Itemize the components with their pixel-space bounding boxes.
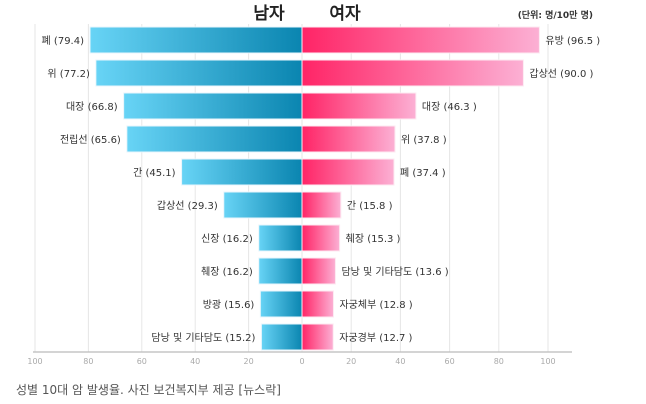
male-bar-label: 방광 (15.6) <box>203 299 255 311</box>
male-bar <box>260 323 303 351</box>
male-bar <box>259 290 303 318</box>
female-bar <box>301 158 395 186</box>
tick-label: 40 <box>190 357 200 366</box>
female-bar <box>301 59 524 87</box>
tick-label: 60 <box>137 357 147 366</box>
male-bar <box>181 158 303 186</box>
female-bar-label: 갑상선 (90.0 ) <box>529 68 593 80</box>
female-bar-label: 췌장 (15.3 ) <box>346 233 401 245</box>
male-bar <box>223 191 303 219</box>
male-bar-label: 갑상선 (29.3) <box>157 200 218 212</box>
male-bar <box>123 92 303 120</box>
female-bar-label: 대장 (46.3 ) <box>422 101 477 113</box>
female-bar-label: 자궁체부 (12.8 ) <box>339 299 412 311</box>
male-bar-label: 위 (77.2) <box>47 67 90 80</box>
male-bar <box>126 125 303 153</box>
female-bar-label: 담낭 및 기타담도 (13.6 ) <box>341 266 448 278</box>
female-bar <box>301 224 341 252</box>
female-bar <box>301 26 540 54</box>
male-bar-label: 간 (45.1) <box>133 167 176 179</box>
male-bar-label: 대장 (66.8) <box>66 101 118 113</box>
female-bar-label: 간 (15.8 ) <box>347 200 393 212</box>
female-bar <box>301 290 334 318</box>
male-bar-label: 췌장 (16.2) <box>201 266 253 278</box>
male-bar <box>95 59 303 87</box>
title-male: 남자 <box>253 4 285 24</box>
tick-label: 100 <box>540 357 555 366</box>
tick-label: 60 <box>445 357 455 366</box>
tick-label: 20 <box>244 357 254 366</box>
male-bar-label: 신장 (16.2) <box>201 233 253 245</box>
tick-label: 20 <box>346 357 356 366</box>
female-bar-label: 위 (37.8 ) <box>401 133 447 146</box>
tick-label: 100 <box>27 357 42 366</box>
male-bar <box>258 224 303 252</box>
male-bar-label: 폐 (79.4) <box>42 35 85 47</box>
tick-label: 80 <box>83 357 93 366</box>
tick-label: 40 <box>395 357 405 366</box>
unit-label: (단위: 명/10만 명) <box>518 9 593 21</box>
female-bar-label: 자궁경부 (12.7 ) <box>339 331 412 344</box>
female-bar <box>301 323 334 351</box>
tick-label: 0 <box>299 357 304 366</box>
male-bar <box>258 257 303 285</box>
tick-label: 80 <box>494 357 504 366</box>
male-bar-label: 전립선 (65.6) <box>60 133 121 146</box>
title-female: 여자 <box>329 4 361 24</box>
female-bar-label: 유방 (96.5 ) <box>545 35 600 47</box>
male-bar <box>89 26 303 54</box>
female-bar <box>301 191 342 219</box>
female-bar-label: 폐 (37.4 ) <box>400 167 446 179</box>
female-bar <box>301 92 417 120</box>
female-bar <box>301 125 396 153</box>
caption: 성별 10대 암 발생율. 사진 보건복지부 제공 [뉴스락] <box>16 383 281 397</box>
female-bar <box>301 257 336 285</box>
male-bar-label: 담낭 및 기타담도 (15.2) <box>151 332 255 344</box>
